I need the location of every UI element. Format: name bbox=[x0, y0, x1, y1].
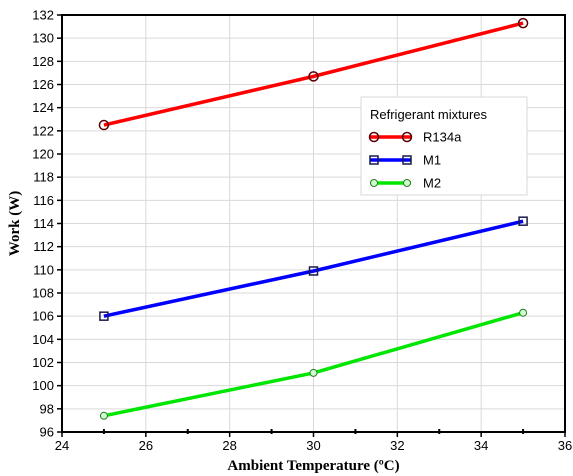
legend-label: R134a bbox=[423, 130, 462, 145]
data-point-legend bbox=[370, 179, 378, 187]
y-tick-label: 112 bbox=[33, 239, 54, 254]
legend-item-m1: M1 bbox=[369, 153, 441, 168]
legend-items: R134a M1 M2 bbox=[368, 130, 462, 191]
y-tick-label: 104 bbox=[32, 332, 54, 347]
x-tick-label: 32 bbox=[390, 438, 404, 453]
x-tick-label: 30 bbox=[306, 438, 320, 453]
y-axis-label: Work (W) bbox=[7, 191, 23, 256]
x-tick-label: 24 bbox=[55, 438, 69, 453]
y-tick-label: 130 bbox=[32, 31, 54, 46]
data-point-r134a bbox=[98, 119, 110, 131]
data-point-m1 bbox=[99, 311, 109, 321]
legend-box bbox=[360, 96, 528, 196]
series-layer bbox=[98, 17, 529, 420]
x-axis-label: Ambient Temperature (ºC) bbox=[227, 458, 399, 474]
x-tick-label: 34 bbox=[474, 438, 488, 453]
series-m2 bbox=[99, 308, 528, 420]
y-tick-label: 98 bbox=[40, 401, 54, 416]
x-tick-labels: 24 26 28 30 32 34 36 bbox=[55, 438, 572, 453]
y-tick-label: 116 bbox=[33, 193, 54, 208]
legend-title: Refrigerant mixtures bbox=[370, 107, 488, 122]
series-line-m1 bbox=[103, 219, 524, 318]
data-point-r134a bbox=[517, 17, 529, 29]
y-tick-label: 132 bbox=[32, 8, 54, 23]
data-point-legend bbox=[368, 131, 380, 143]
x-tick-label: 26 bbox=[139, 438, 153, 453]
data-point-r134a bbox=[308, 71, 319, 82]
data-point-legend bbox=[369, 155, 379, 165]
legend-label: M1 bbox=[423, 153, 441, 168]
data-point-legend bbox=[401, 131, 413, 143]
y-tick-label: 96 bbox=[40, 425, 54, 440]
y-tick-label: 120 bbox=[32, 147, 54, 162]
y-tick-label: 128 bbox=[32, 54, 54, 69]
y-tick-label: 100 bbox=[32, 378, 54, 393]
data-point-legend bbox=[402, 155, 412, 165]
series-line-r134a bbox=[103, 21, 524, 127]
data-point-m1 bbox=[518, 216, 528, 226]
data-point-m2 bbox=[519, 308, 528, 317]
data-point-m1 bbox=[308, 266, 319, 276]
y-tick-label: 102 bbox=[32, 355, 54, 370]
y-tick-label: 114 bbox=[33, 216, 54, 231]
data-point-legend bbox=[403, 179, 411, 187]
data-point-m2 bbox=[99, 411, 108, 420]
y-tick-label: 118 bbox=[33, 170, 54, 185]
x-tick-label: 36 bbox=[558, 438, 572, 453]
series-r134a bbox=[98, 17, 529, 131]
series-m1 bbox=[99, 216, 528, 321]
data-point-m2 bbox=[309, 368, 318, 377]
legend-label: M2 bbox=[423, 176, 441, 191]
y-tick-label: 110 bbox=[33, 262, 54, 277]
y-tick-label: 108 bbox=[32, 286, 54, 301]
y-tick-labels: 96 98 100 102 104 106 108 110 112 114 116 118 120 122… bbox=[32, 8, 54, 440]
legend-item-r134a: R134a bbox=[368, 130, 462, 145]
x-tick-label: 28 bbox=[222, 438, 236, 453]
y-tick-label: 124 bbox=[32, 100, 54, 115]
y-tick-label: 126 bbox=[32, 77, 54, 92]
legend-item-m2: M2 bbox=[370, 176, 441, 191]
y-tick-label: 106 bbox=[32, 309, 54, 324]
y-tick-label: 122 bbox=[32, 123, 54, 138]
legend: Refrigerant mixtures R134a M1 M2 bbox=[360, 96, 528, 196]
axes bbox=[57, 14, 566, 437]
